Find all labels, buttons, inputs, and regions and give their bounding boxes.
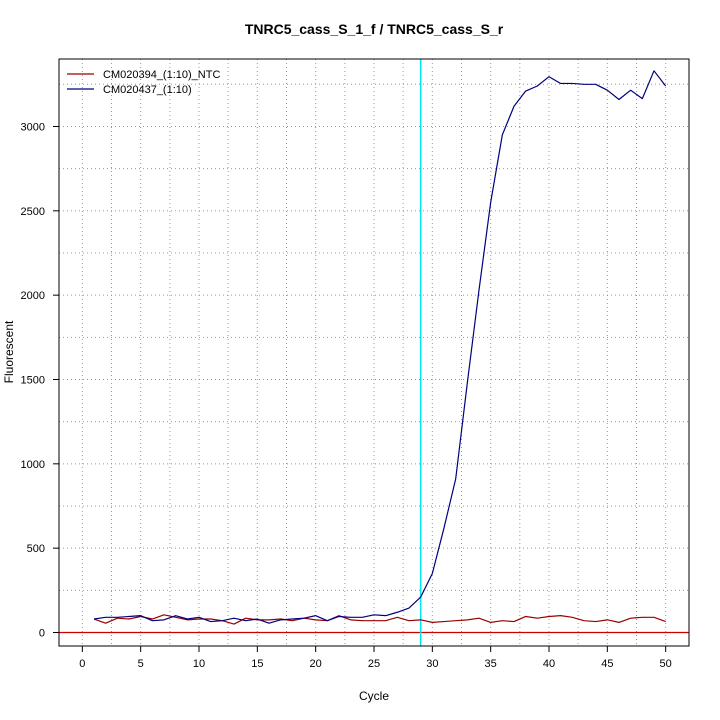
y-tick-label: 1500: [21, 374, 45, 386]
y-tick-label: 0: [39, 628, 45, 640]
x-tick-label: 10: [193, 658, 205, 670]
y-tick-label: 2000: [21, 290, 45, 302]
y-tick-label: 2500: [21, 206, 45, 218]
x-tick-label: 35: [485, 658, 497, 670]
series-group: [93, 70, 667, 625]
x-tick-label: 45: [601, 658, 613, 670]
y-axis-label: Fluorescent: [2, 320, 16, 383]
x-tick-label: 5: [138, 658, 144, 670]
x-tick-label: 15: [251, 658, 263, 670]
x-tick-label: 20: [310, 658, 322, 670]
legend-label-2: CM020437_(1:10): [103, 84, 192, 96]
series-line-1: [93, 614, 666, 625]
x-tick-label: 30: [426, 658, 438, 670]
x-tick-label: 50: [660, 658, 672, 670]
y-tick-label: 3000: [21, 121, 45, 133]
y-tick-label: 1000: [21, 459, 45, 471]
legend: CM020394_(1:10)_NTC CM020437_(1:10): [67, 69, 220, 96]
x-tick-label: 40: [543, 658, 555, 670]
x-axis-label: Cycle: [359, 689, 389, 703]
chart-title: TNRC5_cass_S_1_f / TNRC5_cass_S_r: [245, 21, 504, 37]
axes: 0 5 10 15 20 25 30 35 40 45 5005001000150020002500…: [21, 121, 672, 670]
series-line-2: [93, 70, 667, 624]
legend-label-1: CM020394_(1:10)_NTC: [103, 69, 220, 81]
y-tick-label: 500: [27, 543, 45, 555]
x-tick-label: 25: [368, 658, 380, 670]
x-tick-label: 0: [79, 658, 85, 670]
